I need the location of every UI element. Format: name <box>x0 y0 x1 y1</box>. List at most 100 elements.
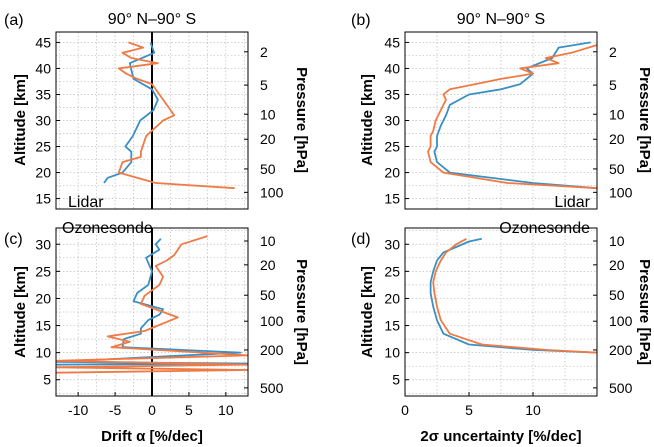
y2-tick-label: 100 <box>260 313 284 329</box>
y2-tick-label: 200 <box>260 342 284 358</box>
y2-tick-label: 500 <box>609 380 633 396</box>
y2-tick-label: 5 <box>260 77 268 93</box>
y2-tick-label: 10 <box>260 233 276 249</box>
series-line-blue <box>429 237 597 354</box>
y-tick-label: 25 <box>35 263 51 279</box>
x-tick-label: -10 <box>68 402 88 418</box>
y-tick-label: 5 <box>43 372 51 388</box>
series-line-orange <box>117 41 235 190</box>
inset-label: Lidar <box>68 194 104 211</box>
data-lines <box>427 41 597 190</box>
y-tick-label: 35 <box>384 86 400 102</box>
data-lines <box>56 228 248 396</box>
y2-tick-label: 2 <box>609 44 617 60</box>
panel-label: (c) <box>4 231 23 248</box>
y2-axis-label: Pressure [hPa] <box>293 259 310 365</box>
y-tick-label: 10 <box>35 345 51 361</box>
series-line-blue <box>103 42 159 184</box>
inset-label: Ozonesonde <box>499 220 590 237</box>
series-line-orange <box>56 235 248 374</box>
y2-tick-label: 10 <box>260 106 276 122</box>
y-axis-label: Altitude [km] <box>359 266 376 358</box>
data-lines <box>429 237 597 354</box>
y-tick-label: 30 <box>35 113 51 129</box>
series-line-blue <box>56 238 248 366</box>
y-axis-label: Altitude [km] <box>359 74 376 166</box>
y-tick-label: 25 <box>384 263 400 279</box>
y2-tick-label: 20 <box>260 257 276 273</box>
y-tick-label: 25 <box>384 139 400 155</box>
x-tick-label: 5 <box>185 402 193 418</box>
y2-tick-label: 20 <box>260 131 276 147</box>
chart-title: 90° N–90° S <box>457 11 545 28</box>
y-tick-label: 40 <box>384 60 400 76</box>
y2-tick-label: 500 <box>260 380 284 396</box>
y-tick-label: 20 <box>384 290 400 306</box>
chart-title: 90° N–90° S <box>108 11 196 28</box>
y2-tick-label: 100 <box>260 184 284 200</box>
panel-label: (a) <box>4 12 24 29</box>
y-tick-label: 5 <box>392 372 400 388</box>
x-tick-label: 0 <box>148 402 156 418</box>
y2-tick-label: 200 <box>609 342 633 358</box>
y2-tick-label: 50 <box>609 161 625 177</box>
x-tick-label: 0 <box>401 402 409 418</box>
y2-tick-label: 100 <box>609 313 633 329</box>
inset-label: Lidar <box>554 194 590 211</box>
tick-labels: 5 10 15 20 25 30 500 200 100 50 20 10 -10 -5 0 5 10 <box>35 233 283 418</box>
y-tick-label: 30 <box>384 236 400 252</box>
y2-axis-label: Pressure [hPa] <box>636 259 653 365</box>
x-tick-label: 10 <box>218 402 234 418</box>
y2-tick-label: 10 <box>609 233 625 249</box>
y2-axis-label: Pressure [hPa] <box>636 67 653 173</box>
y2-tick-label: 100 <box>609 184 633 200</box>
gridlines <box>404 228 598 396</box>
y2-tick-label: 50 <box>260 161 276 177</box>
panel-label: (b) <box>351 12 371 29</box>
y-axis-label: Altitude [km] <box>12 266 29 358</box>
y-tick-label: 45 <box>384 34 400 50</box>
y-tick-label: 30 <box>384 113 400 129</box>
y-tick-label: 40 <box>35 60 51 76</box>
data-lines <box>103 32 235 209</box>
x-tick-label: 10 <box>525 402 541 418</box>
y-tick-label: 25 <box>35 139 51 155</box>
y-tick-label: 20 <box>35 165 51 181</box>
panel-label: (d) <box>351 231 371 248</box>
y-tick-label: 15 <box>35 318 51 334</box>
y-tick-label: 15 <box>384 191 400 207</box>
y-tick-label: 10 <box>384 345 400 361</box>
y-axis-label: Altitude [km] <box>12 74 29 166</box>
plot-frame <box>404 227 598 397</box>
y2-tick-label: 50 <box>609 287 625 303</box>
x-tick-label: 5 <box>465 402 473 418</box>
y2-tick-label: 20 <box>609 131 625 147</box>
y2-tick-label: 5 <box>609 77 617 93</box>
y-tick-label: 30 <box>35 236 51 252</box>
series-line-orange <box>432 238 597 354</box>
y-tick-label: 20 <box>35 290 51 306</box>
y2-tick-label: 20 <box>609 257 625 273</box>
y-tick-label: 15 <box>35 191 51 207</box>
inset-label: Ozonesonde <box>62 220 153 237</box>
series-line-orange <box>427 44 597 190</box>
x-axis-label: Drift α [%/dec] <box>101 428 203 445</box>
y2-tick-label: 50 <box>260 287 276 303</box>
y-tick-label: 45 <box>35 34 51 50</box>
y2-tick-label: 10 <box>609 106 625 122</box>
y2-axis-label: Pressure [hPa] <box>293 67 310 173</box>
y2-tick-label: 2 <box>260 44 268 60</box>
x-tick-label: -5 <box>109 402 122 418</box>
y-tick-label: 15 <box>384 318 400 334</box>
y-tick-label: 35 <box>35 86 51 102</box>
x-axis-label: 2σ uncertainty [%/dec] <box>420 428 581 445</box>
y-tick-label: 20 <box>384 165 400 181</box>
